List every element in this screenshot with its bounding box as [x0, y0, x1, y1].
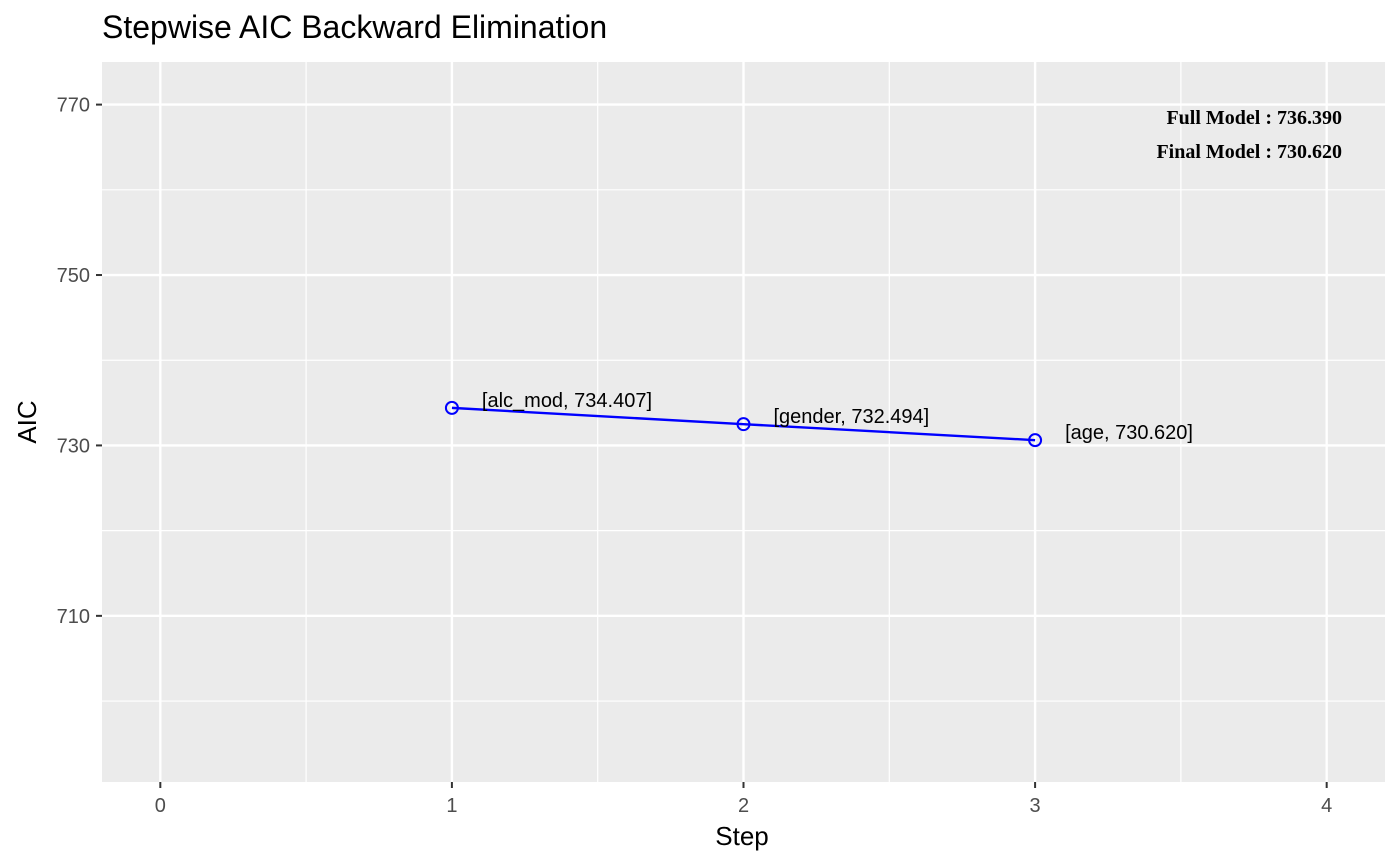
- y-tick-label: 770: [57, 95, 90, 117]
- x-tick-label: 4: [1321, 795, 1332, 817]
- model-annotations: Full Model : 736.390 Final Model : 730.6…: [1156, 107, 1342, 163]
- data-point: [1028, 433, 1043, 448]
- y-tick-label: 750: [57, 265, 90, 287]
- series-line: [451, 406, 1036, 442]
- x-axis-title: Step: [715, 821, 769, 851]
- y-axis-title: AIC: [12, 400, 42, 443]
- x-tick-label: 0: [155, 795, 166, 817]
- full-model-annotation: Full Model : 736.390: [1166, 107, 1342, 129]
- data-label: [alc_mod, 734.407]: [482, 390, 652, 412]
- y-tick-label: 730: [57, 435, 90, 457]
- data-label: [age, 730.620]: [1065, 422, 1193, 444]
- data-point: [736, 417, 751, 432]
- data-label: [gender, 732.494]: [774, 406, 930, 428]
- final-model-annotation: Final Model : 730.620: [1156, 141, 1342, 163]
- x-tick-label: 3: [1030, 795, 1041, 817]
- major-gridlines: [102, 62, 1385, 782]
- x-tick-label: 2: [738, 795, 749, 817]
- y-axis: 710 730 750 770: [57, 95, 102, 628]
- x-tick-label: 1: [446, 795, 457, 817]
- chart-title: Stepwise AIC Backward Elimination: [102, 9, 607, 45]
- data-point: [444, 400, 459, 415]
- series-aic: [alc_mod, 734.407] [gender, 732.494] [age,…: [444, 390, 1193, 448]
- x-axis: 0 1 2 3 4: [155, 782, 1332, 817]
- y-tick-label: 710: [57, 606, 90, 628]
